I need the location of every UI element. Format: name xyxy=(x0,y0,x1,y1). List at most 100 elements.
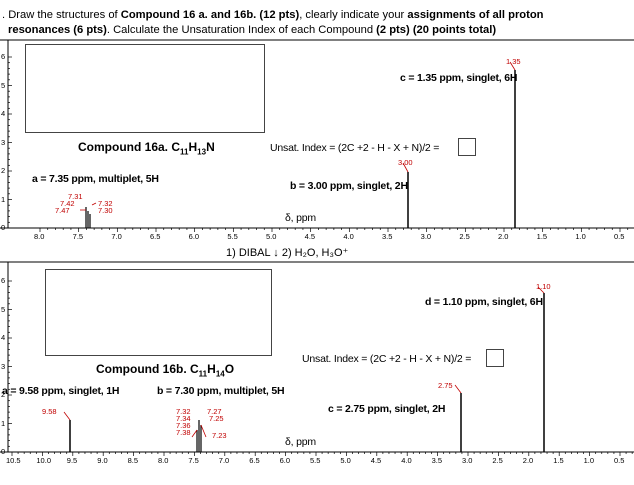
spectrum-a-x-tick-label: 2.0 xyxy=(498,232,509,241)
question-bold: (2 pts) xyxy=(376,24,410,36)
red-label: 7.27 xyxy=(207,407,222,416)
spectrum-b-y-tick-label: 5 xyxy=(1,304,6,314)
spectrum-b-x-tick-label: 0.5 xyxy=(614,456,625,465)
spectrum-a-y-tick-label: 2 xyxy=(1,166,6,175)
red-label: 1.35 xyxy=(506,57,521,66)
spectrum-b-y-ticks xyxy=(8,280,12,453)
red-label: 2.75 xyxy=(438,381,453,390)
spectrum-a-x-tick-label: 6.0 xyxy=(188,232,200,241)
spectrum-b-y-tick-label: 1 xyxy=(1,418,6,428)
red-label: 7.32 xyxy=(98,199,113,208)
peak-a-label-b: a = 9.58 ppm, singlet, 1H xyxy=(2,385,120,397)
spectrum-a-x-tick-label: 0.5 xyxy=(614,232,625,241)
spectrum-a-x-tick-label: 1.5 xyxy=(536,232,548,241)
peak-d-label-b: d = 1.10 ppm, singlet, 6H xyxy=(425,296,543,308)
red-label: 7.23 xyxy=(212,431,227,440)
unsat-index-answer-b[interactable] xyxy=(486,349,504,367)
unsat-index-label-a: Unsat. Index = (2C +2 - H - X + N)/2 = xyxy=(270,142,440,154)
spectrum-b-x-tick-label: 4.0 xyxy=(401,456,412,465)
structure-answer-box-16a[interactable] xyxy=(25,44,265,133)
spectrum-b-x-tick-label: 7.5 xyxy=(188,456,199,465)
spectrum-a-x-tick-label: 5.0 xyxy=(266,232,277,241)
spectrum-a-x-tick-label: 8.0 xyxy=(34,232,45,241)
spectrum-a-y-ticks xyxy=(8,56,12,229)
spectrum-a-x-ticks xyxy=(39,228,629,232)
peak-b-label-a: b = 3.00 ppm, singlet, 2H xyxy=(290,180,408,192)
question-bold: (20 points total) xyxy=(412,24,497,36)
axis-title-a: δ, ppm xyxy=(285,212,316,224)
spectrum-a-frame xyxy=(0,39,634,229)
spectrum-b-x-tick-label: 6.5 xyxy=(249,456,260,465)
axis-title-b: δ, ppm xyxy=(285,436,316,448)
spectrum-a-x-tick-label: 7.5 xyxy=(72,232,84,241)
spectrum-b-x-tick-label: 9.0 xyxy=(97,456,108,465)
spectrum-a-x-tick-label: 2.5 xyxy=(459,232,470,241)
red-label: 7.36 xyxy=(176,421,191,430)
spectrum-a-x-tick-label: 3.0 xyxy=(420,232,432,241)
spectrum-b-x-tick-label: 2.0 xyxy=(522,456,534,465)
spectrum-a-y-tick-label: 5 xyxy=(1,80,6,90)
spectrum-b-x-tick-label: 5.5 xyxy=(310,456,321,465)
question-bold: resonances (6 pts) xyxy=(8,24,107,36)
question-bold: (12 pts) xyxy=(256,9,300,21)
spectrum-b-y-tick-label: 2 xyxy=(1,390,6,399)
spectrum-b-x-tick-label: 8.0 xyxy=(158,456,169,465)
red-label: 7.32 xyxy=(176,407,191,416)
peak-a-label-a: a = 7.35 ppm, multiplet, 5H xyxy=(32,173,159,185)
spectrum-b-x-tick-label: 2.5 xyxy=(492,456,503,465)
red-label: 9.58 xyxy=(42,407,57,416)
peak-b-label-b: b = 7.30 ppm, multiplet, 5H xyxy=(157,385,285,397)
red-label: 3.00 xyxy=(398,158,413,167)
spectrum-a-x-tick-label: 5.5 xyxy=(227,232,238,241)
spectrum-b-x-tick-label: 1.0 xyxy=(583,456,595,465)
compound-16a-formula: Compound 16a. C11H13N xyxy=(78,140,215,157)
red-label: 7.30 xyxy=(98,206,113,215)
spectrum-b-y-tick-label: 0 xyxy=(1,447,6,456)
unsat-index-answer-a[interactable] xyxy=(458,138,476,156)
spectrum-b-y-tick-label: 6 xyxy=(1,276,6,285)
spectrum-b-x-tick-label: 7.0 xyxy=(218,456,230,465)
spectrum-b-frame xyxy=(0,261,634,453)
red-label: 7.42 xyxy=(60,199,75,208)
spectrum-b-x-tick-label: 6.0 xyxy=(279,456,291,465)
spectrum-b-x-tick-label: 10.0 xyxy=(36,456,51,465)
spectrum-a-y-tick-label: 1 xyxy=(1,194,6,204)
spectrum-b-y-tick-label: 3 xyxy=(1,361,6,371)
spectrum-a-y-tick-label: 4 xyxy=(1,109,6,118)
spectrum-a-x-tick-label: 3.5 xyxy=(382,232,393,241)
spectrum-a-x-tick-label: 6.5 xyxy=(150,232,161,241)
spectrum-a-y-tick-label: 0 xyxy=(1,223,6,232)
question-text: . Draw the structures of xyxy=(2,9,121,21)
spectrum-a-x-tick-label: 7.0 xyxy=(111,232,122,241)
question-bold: Compound 16 a. and 16b. xyxy=(120,9,257,21)
spectrum-b-x-tick-label: 9.5 xyxy=(66,456,78,465)
structure-answer-box-16b[interactable] xyxy=(45,269,272,356)
red-label: 7.31 xyxy=(68,192,83,201)
reaction-conditions: 1) DIBAL ↓ 2) H₂O, H₃O⁺ xyxy=(226,247,349,259)
spectrum-b-x-tick-label: 3.5 xyxy=(431,456,443,465)
spectrum-b-x-tick-label: 4.5 xyxy=(370,456,382,465)
unsat-index-label-b: Unsat. Index = (2C +2 - H - X + N)/2 = xyxy=(302,353,472,365)
spectrum-b-x-tick-label: 1.5 xyxy=(553,456,564,465)
spectrum-b-x-ticks xyxy=(11,452,633,456)
spectrum-b-x-tick-label: 5.0 xyxy=(340,456,351,465)
question-line-2: resonances (6 pts). Calculate the Unsatu… xyxy=(8,23,496,37)
spectrum-a-x-tick-label: 4.5 xyxy=(304,232,316,241)
question-text: , clearly indicate your xyxy=(299,9,408,21)
peak-c-label-a: c = 1.35 ppm, singlet, 6H xyxy=(400,72,518,84)
peak-c-label-b: c = 2.75 ppm, singlet, 2H xyxy=(328,403,446,415)
red-label: 7.38 xyxy=(176,428,191,437)
spectrum-b-x-tick-label: 8.5 xyxy=(127,456,139,465)
spectrum-a-y-tick-label: 3 xyxy=(1,137,6,147)
question-bold: assignments of all proton xyxy=(407,9,544,21)
red-label: 7.34 xyxy=(176,414,191,423)
spectrum-a-x-tick-label: 4.0 xyxy=(343,232,354,241)
spectrum-a-x-tick-label: 1.0 xyxy=(575,232,586,241)
question-text: . Calculate the Unsaturation Index of ea… xyxy=(106,24,377,36)
red-label: 7.47 xyxy=(55,206,70,215)
red-label: 1.10 xyxy=(536,282,551,291)
spectrum-b-y-tick-label: 4 xyxy=(1,333,6,342)
red-label: 7.25 xyxy=(209,414,224,423)
question-line-1: . Draw the structures of Compound 16 a. … xyxy=(2,8,544,22)
